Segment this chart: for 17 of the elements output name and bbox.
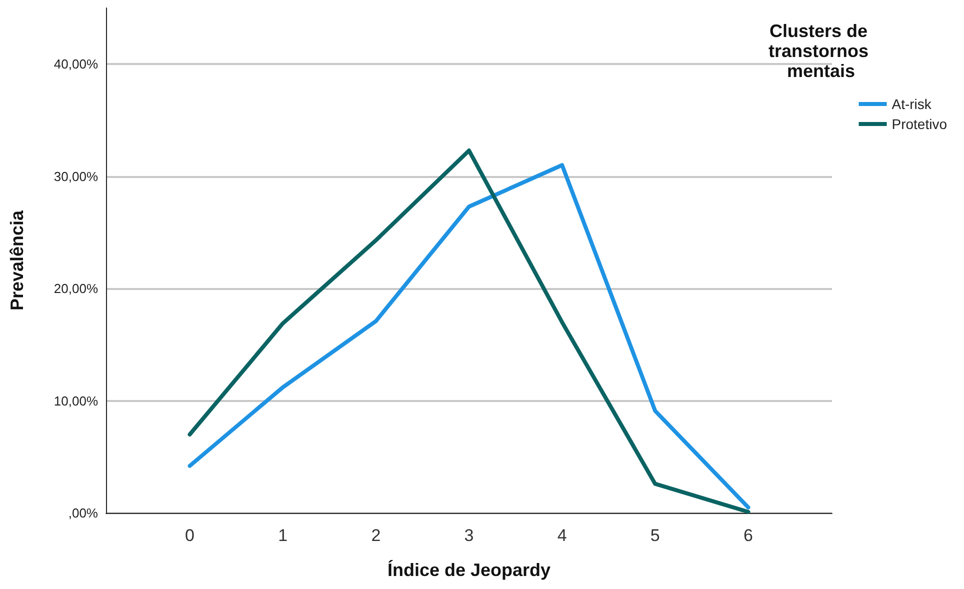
y-tick-label: 10,00% bbox=[54, 393, 98, 408]
x-tick-label: 0 bbox=[185, 526, 195, 545]
legend-label: Protetivo bbox=[892, 116, 948, 132]
x-tick-label: 1 bbox=[278, 526, 288, 545]
y-tick-label: 30,00% bbox=[54, 168, 98, 184]
x-axis-title: Índice de Jeopardy bbox=[387, 560, 551, 580]
y-axis-title: Prevalência bbox=[7, 209, 27, 311]
y-tick-label: ,00% bbox=[68, 506, 98, 520]
y-tick-label: 20,00% bbox=[54, 281, 98, 296]
x-tick-label: 3 bbox=[464, 526, 474, 545]
y-tick-label: 40,00% bbox=[54, 56, 98, 72]
x-tick-label: 2 bbox=[371, 526, 381, 545]
x-tick-label: 6 bbox=[743, 526, 753, 545]
x-tick-label: 4 bbox=[557, 526, 567, 545]
legend-label: At-risk bbox=[892, 96, 932, 112]
x-tick-label: 5 bbox=[650, 526, 660, 545]
legend-title: Clusters de transtornos mentais bbox=[768, 21, 874, 81]
